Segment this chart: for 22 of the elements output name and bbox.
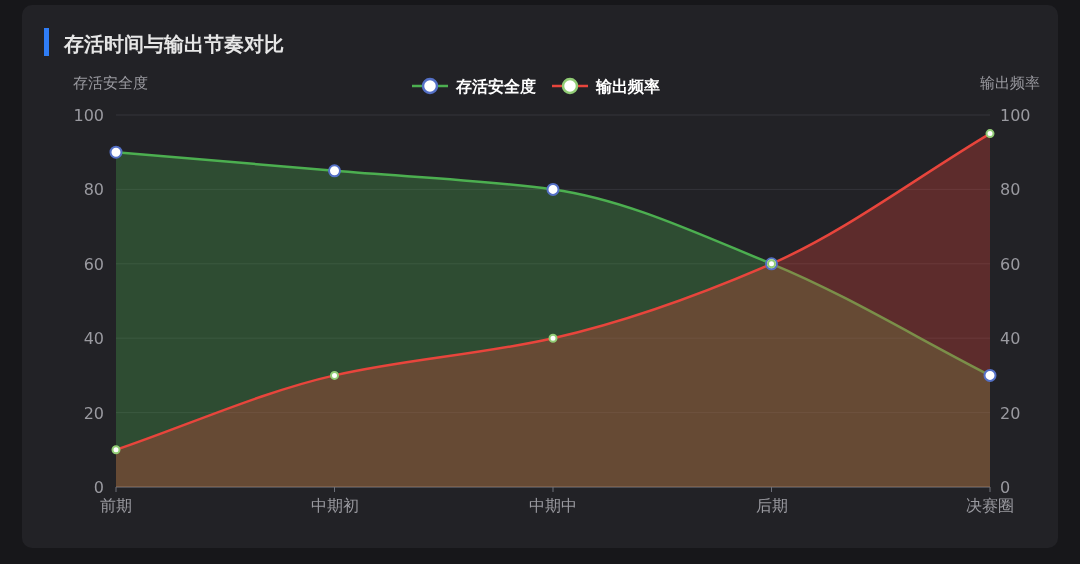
y-tick-label: 80 — [83, 180, 104, 200]
x-tick-label: 决赛圈 — [966, 496, 1014, 515]
y2-tick-label: 40 — [1000, 329, 1021, 349]
y2-tick-label: 0 — [1000, 478, 1011, 497]
x-tick-label: 中期中 — [529, 496, 577, 515]
legend-label: 存活安全度 — [455, 77, 536, 96]
y2-tick-label: 80 — [1000, 180, 1021, 200]
y2-tick-label: 60 — [1000, 254, 1021, 274]
y-tick-label: 0 — [93, 478, 104, 497]
x-tick-label: 中期初 — [310, 496, 359, 515]
x-tick-label: 后期 — [755, 496, 788, 515]
y-axis-title: 存活安全度 — [73, 74, 148, 92]
y-tick-label: 40 — [83, 329, 104, 349]
y-tick-label: 100 — [73, 106, 104, 125]
x-tick-label: 前期 — [100, 496, 132, 515]
chart-title: 存活时间与输出节奏对比 — [63, 32, 284, 56]
y2-axis-title: 输出频率 — [980, 74, 1040, 92]
legend-label: 输出频率 — [595, 77, 660, 96]
y-tick-label: 20 — [83, 403, 104, 423]
y2-tick-label: 100 — [1000, 106, 1031, 125]
y2-tick-label: 20 — [1000, 403, 1021, 423]
y-tick-label: 60 — [83, 254, 104, 274]
